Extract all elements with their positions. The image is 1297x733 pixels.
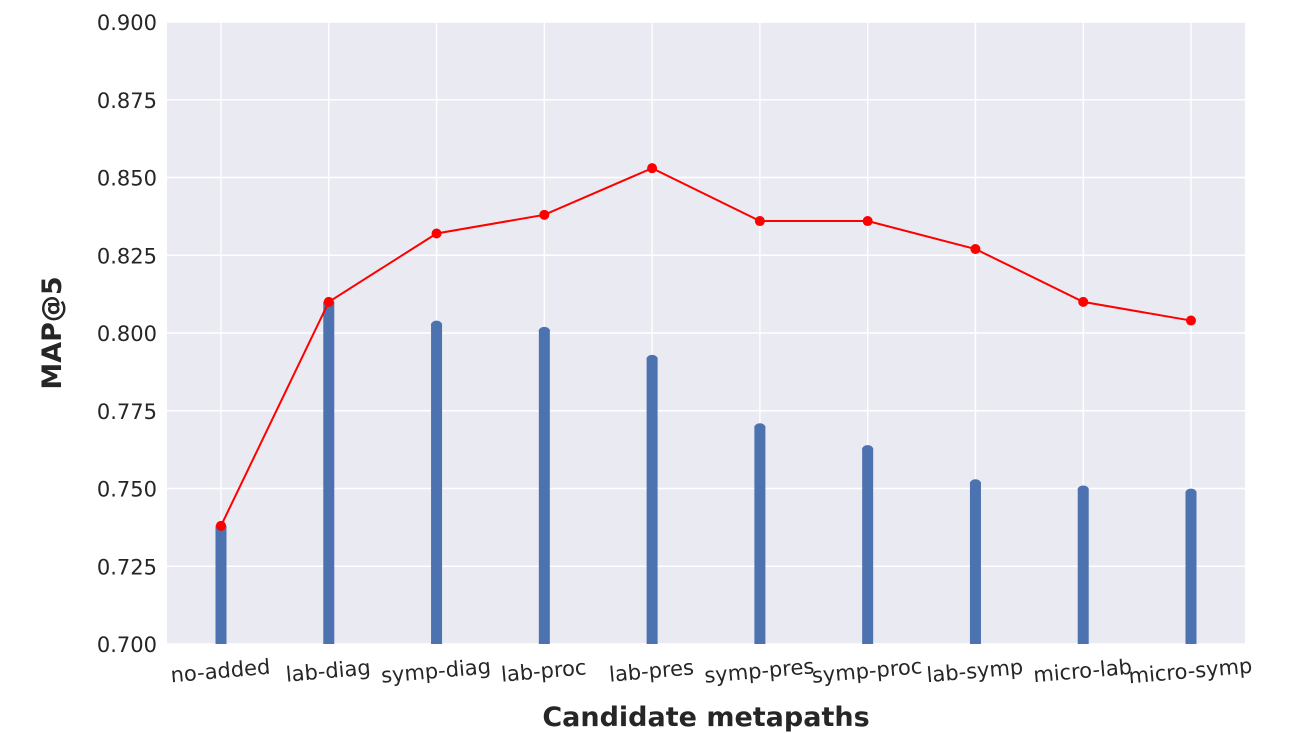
bar [754,426,766,644]
bar-cap [538,326,550,335]
y-tick-labels: 0.700 0.725 0.750 0.775 0.800 0.825 0.850 0.875… [97,11,157,657]
bar [969,482,981,644]
y-tick-label: 0.775 [97,400,157,424]
bar-cap [646,354,658,363]
bar [431,323,443,644]
line-point [1186,315,1196,326]
line-point [647,163,658,174]
bar [646,357,658,644]
y-tick-label: 0.900 [97,11,157,35]
y-tick-label: 0.700 [97,633,157,657]
bar [862,448,874,644]
y-tick-label: 0.725 [97,555,157,579]
line-point [431,228,442,239]
y-tick-label: 0.875 [97,89,157,113]
line-point [754,216,765,227]
bar [323,301,335,644]
series-line [220,167,1192,527]
bar [538,329,550,644]
y-tick-label: 0.750 [97,478,157,502]
line-point [862,216,873,227]
x-tick-label: micro-lab [1032,655,1133,688]
x-tick-label: micro-symp [1128,654,1254,689]
x-tick-label: symp-proc [811,654,923,688]
y-axis-title: MAP@5 [37,276,68,389]
x-tick-label: lab-diag [285,655,372,686]
line-point [970,244,981,255]
bar-cap [862,445,874,454]
line-point [323,296,334,307]
x-tick-label: lab-proc [500,655,587,686]
x-tick-label: lab-pres [608,655,695,686]
bar [1077,488,1089,644]
x-tick-label: symp-pres [703,654,815,688]
y-tick-label: 0.825 [97,244,157,268]
line-point [1078,296,1089,307]
bar [1185,491,1197,644]
x-tick-label: lab-symp [926,655,1025,687]
line-point [539,209,550,220]
y-tick-label: 0.800 [97,322,157,346]
x-axis-title: Candidate metapaths [542,702,869,733]
bar-cap [754,423,766,432]
y-tick-label: 0.850 [97,167,157,191]
x-tick-labels: no-added lab-diag symp-diag lab-proc lab-pre… [170,654,1254,689]
bar-cap [1185,488,1197,497]
bar [215,525,227,644]
bar-cap [1077,485,1089,494]
x-tick-label: symp-diag [380,654,492,688]
bar-cap [969,479,981,488]
bar-cap [431,320,443,329]
line-series [216,163,1196,531]
line-point [216,520,226,531]
x-tick-label: no-added [170,655,272,688]
